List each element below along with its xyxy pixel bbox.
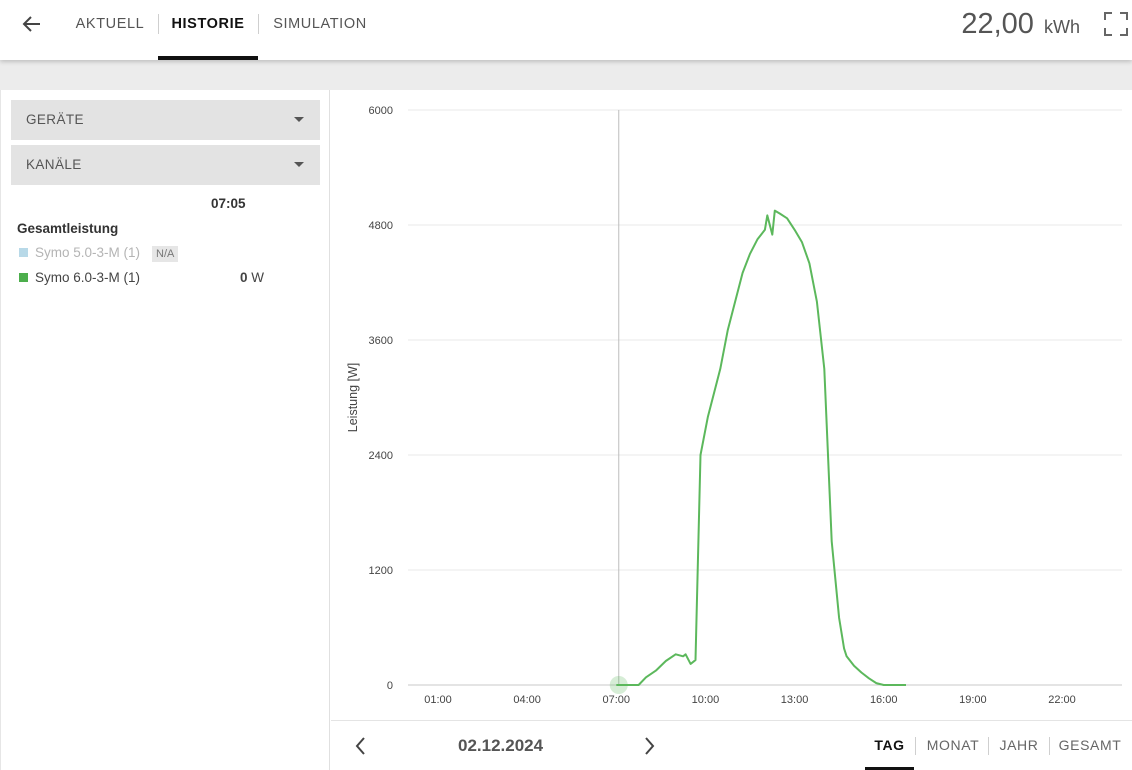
y-tick-label: 0 — [387, 680, 393, 692]
tab-simulation[interactable]: SIMULATION — [273, 16, 367, 32]
channels-dropdown[interactable]: KANÄLE — [11, 145, 320, 185]
na-badge: N/A — [152, 246, 179, 262]
x-tick-label: 10:00 — [692, 694, 720, 706]
fullscreen-icon[interactable] — [1104, 12, 1128, 36]
power-chart[interactable]: 0 1200 2400 3600 4800 6000 01:00 04:00 07:00 10:0… — [331, 90, 1132, 720]
device-symo-6[interactable]: Symo 6.0-3-M (1) — [19, 270, 140, 285]
device-name: Symo 6.0-3-M (1) — [35, 270, 141, 285]
x-tick-label: 19:00 — [959, 694, 987, 706]
device-name: Symo 5.0-3-M (1) — [35, 245, 141, 260]
device-value: 0 W — [240, 270, 264, 285]
energy-unit: kWh — [1044, 17, 1080, 37]
cursor-marker — [609, 676, 628, 694]
energy-total: 22,00 kWh — [961, 8, 1080, 41]
x-tick-label: 07:00 — [603, 694, 631, 706]
tab-divider — [258, 14, 259, 34]
tab-aktuell[interactable]: AKTUELL — [75, 16, 145, 32]
period-monat[interactable]: MONAT — [926, 737, 980, 753]
period-divider — [915, 737, 916, 755]
legend-swatch — [19, 248, 28, 257]
top-bar: AKTUELL HISTORIE SIMULATION 22,00 kWh — [0, 0, 1132, 60]
left-panel: GERÄTE KANÄLE 07:05 Gesamtleistung Symo … — [0, 90, 330, 770]
devices-dropdown-label: GERÄTE — [26, 112, 84, 127]
x-tick-label: 04:00 — [513, 694, 541, 706]
energy-value: 22,00 — [961, 8, 1034, 40]
device-symo-5[interactable]: Symo 5.0-3-M (1) — [19, 245, 140, 260]
y-tick-label: 6000 — [369, 105, 393, 117]
chart-area[interactable]: 0 1200 2400 3600 4800 6000 01:00 04:00 07:00 10:0… — [331, 90, 1132, 720]
period-divider — [988, 737, 989, 755]
device-value-number: 0 — [240, 270, 248, 285]
devices-dropdown[interactable]: GERÄTE — [11, 100, 320, 140]
x-tick-label: 22:00 — [1048, 694, 1076, 706]
toolbar-strip — [0, 60, 1132, 90]
channels-dropdown-label: KANÄLE — [26, 157, 82, 172]
caret-down-icon — [294, 117, 304, 122]
period-jahr[interactable]: JAHR — [999, 737, 1039, 753]
x-tick-label: 13:00 — [781, 694, 809, 706]
caret-down-icon — [294, 162, 304, 167]
y-tick-label: 1200 — [369, 565, 393, 577]
x-tick-label: 01:00 — [424, 694, 452, 706]
y-tick-label: 4800 — [369, 220, 393, 232]
y-axis-label: Leistung [W] — [346, 363, 360, 432]
y-tick-label: 2400 — [369, 450, 393, 462]
chevron-left-icon[interactable] — [350, 735, 372, 757]
period-tag[interactable]: TAG — [865, 721, 914, 770]
device-value-unit: W — [251, 270, 265, 285]
series-line — [616, 209, 906, 686]
bottom-bar: 02.12.2024 TAG MONAT JAHR GESAMT — [331, 720, 1132, 770]
tab-divider — [158, 14, 159, 34]
tab-historie[interactable]: HISTORIE — [158, 0, 258, 60]
legend-swatch — [19, 273, 28, 282]
period-divider — [1049, 737, 1050, 755]
arrow-left-icon[interactable] — [16, 10, 48, 38]
cursor-time: 07:05 — [211, 196, 246, 211]
y-tick-label: 3600 — [369, 335, 393, 347]
chevron-right-icon[interactable] — [638, 735, 660, 757]
x-tick-label: 16:00 — [870, 694, 898, 706]
group-title: Gesamtleistung — [17, 221, 119, 236]
date-label: 02.12.2024 — [458, 736, 544, 755]
period-gesamt[interactable]: GESAMT — [1058, 737, 1122, 753]
